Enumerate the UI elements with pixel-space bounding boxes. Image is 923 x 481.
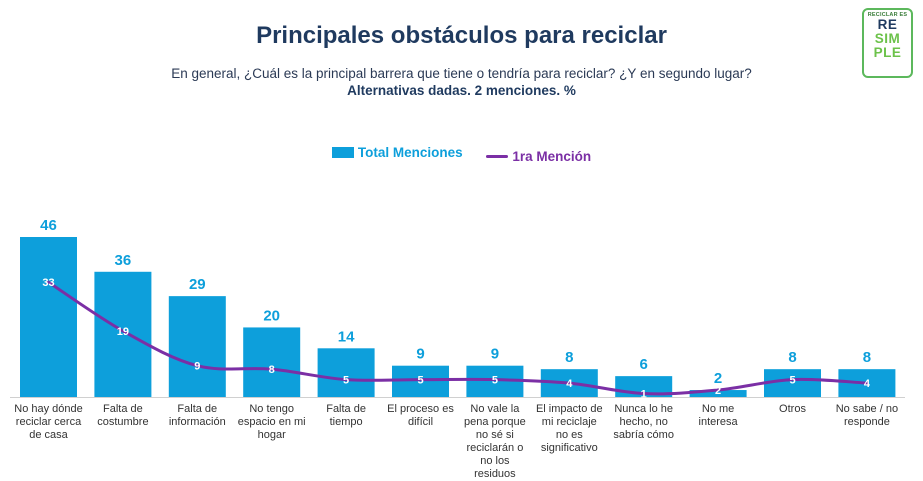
bar-value-label: 9 xyxy=(491,346,499,363)
reciclar-es-simple-logo: RECICLAR ES RE SIM PLE xyxy=(862,8,913,78)
x-tick-label: No vale la pena porque no sé si reciclar… xyxy=(464,403,526,480)
bar-value-label: 8 xyxy=(863,349,871,366)
line-value-label: 9 xyxy=(194,361,200,373)
legend-item-bar: Total Menciones xyxy=(331,145,463,160)
legend-line-label: 1ra Mención xyxy=(512,149,592,164)
x-tick-label: No hay dónde reciclar cerca de casa xyxy=(14,403,83,441)
chart-title: Principales obstáculos para reciclar xyxy=(256,22,667,49)
bar xyxy=(764,369,821,397)
x-tick-label: No tengo espacio en mi hogar xyxy=(237,403,306,441)
x-tick-label: El proceso es difícil xyxy=(387,403,454,428)
bar xyxy=(94,271,152,397)
x-tick-label: Otros xyxy=(779,403,806,415)
bar-value-label: 14 xyxy=(338,328,355,345)
series-line-1ra-mencion xyxy=(47,280,869,396)
bar xyxy=(20,237,77,397)
line-value-label: 5 xyxy=(417,375,423,387)
x-tick-label: Nunca lo he hecho, no sabría cómo xyxy=(613,403,674,441)
x-tick-label: El impacto de mi reciclaje no es signifi… xyxy=(535,403,603,454)
line-value-label: 5 xyxy=(789,375,795,387)
line-value-label: 33 xyxy=(42,277,54,289)
bar-value-label: 2 xyxy=(714,370,722,387)
x-tick-label: Falta de tiempo xyxy=(326,403,366,428)
legend-line-swatch xyxy=(486,155,509,158)
bar xyxy=(317,348,375,397)
line-value-label: 8 xyxy=(269,364,275,376)
line-value-label: 5 xyxy=(492,375,498,387)
logo-line-1: RE xyxy=(877,17,898,32)
bar-value-label: 36 xyxy=(115,252,132,269)
line-value-label: 4 xyxy=(864,378,871,390)
chart-subtitle: En general, ¿Cuál es la principal barrer… xyxy=(171,66,752,81)
chart-note: Alternativas dadas. 2 menciones. % xyxy=(347,83,576,98)
bar-value-label: 29 xyxy=(189,276,206,293)
chart-legend: Total Menciones 1ra Mención xyxy=(0,145,923,164)
bar-value-label: 46 xyxy=(40,217,57,234)
bar-value-label: 20 xyxy=(263,307,280,324)
line-value-label: 19 xyxy=(117,326,129,338)
bar-value-label: 6 xyxy=(640,356,648,373)
bar xyxy=(689,390,747,397)
bar-value-label: 8 xyxy=(565,349,573,366)
legend-bar-label: Total Menciones xyxy=(357,145,463,160)
x-tick-label: Falta de información xyxy=(168,403,226,428)
bar-value-label: 8 xyxy=(788,349,796,366)
legend-item-line: 1ra Mención xyxy=(486,149,591,164)
bar xyxy=(243,327,301,397)
logo-line-2: SIM xyxy=(874,31,901,46)
line-value-label: 5 xyxy=(343,375,349,387)
x-tick-label: No me interesa xyxy=(698,403,738,428)
line-value-label: 2 xyxy=(715,385,721,397)
line-value-label: 1 xyxy=(641,389,647,401)
line-value-label: 4 xyxy=(566,378,573,390)
bar-value-label: 9 xyxy=(416,346,424,363)
x-tick-label: No sabe / no responde xyxy=(835,403,899,428)
logo-line-3: PLE xyxy=(873,45,902,60)
bar xyxy=(168,296,226,397)
legend-bar-swatch xyxy=(331,147,354,158)
x-tick-label: Falta de costumbre xyxy=(97,403,149,428)
logo-caption: RECICLAR ES xyxy=(867,12,908,18)
